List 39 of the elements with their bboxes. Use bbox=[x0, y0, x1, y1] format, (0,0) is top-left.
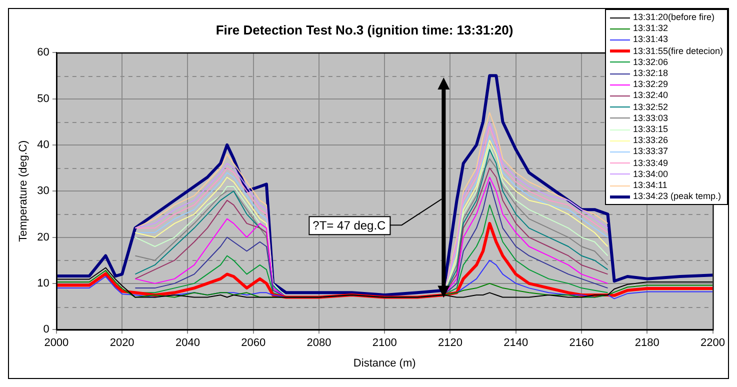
x-tick-label: 2140 bbox=[504, 337, 528, 350]
x-tick-label: 2160 bbox=[569, 337, 594, 350]
y-tick-label: 0 bbox=[43, 324, 50, 336]
y-tick-label: 30 bbox=[37, 185, 50, 198]
x-tick-label: 2200 bbox=[700, 337, 726, 350]
x-tick-label: 2020 bbox=[110, 337, 134, 350]
x-tick-label: 2000 bbox=[44, 337, 69, 350]
legend-label: 13:32:06 bbox=[632, 56, 668, 68]
legend-label: 13:34:23 (peak temp.) bbox=[632, 191, 721, 202]
y-tick-label: 60 bbox=[37, 46, 50, 59]
x-tick-label: 2080 bbox=[306, 337, 332, 350]
legend-label: 13:33:15 bbox=[632, 124, 668, 136]
legend-label: 13:32:29 bbox=[632, 79, 668, 90]
x-tick-label: 2100 bbox=[372, 337, 397, 350]
legend-label: 13:32:18 bbox=[632, 68, 668, 80]
legend-label: 13:32:52 bbox=[632, 102, 668, 113]
chart-title: Fire Detection Test No.3 (ignition time: 13:31:20) bbox=[216, 22, 514, 38]
legend-label: 13:31:43 bbox=[632, 34, 668, 46]
x-tick-label: 2040 bbox=[175, 337, 200, 350]
legend-label: 13:31:55(fire detecion) bbox=[632, 46, 723, 57]
y-tick-label: 10 bbox=[37, 277, 50, 290]
legend-label: 13:33:49 bbox=[632, 158, 668, 169]
x-tick-label: 2120 bbox=[438, 337, 462, 350]
legend-label: 13:34:11 bbox=[632, 180, 668, 192]
legend-label: 13:31:32 bbox=[632, 23, 668, 34]
legend-label: 13:34:00 bbox=[632, 168, 668, 180]
legend-label: 13:32:40 bbox=[632, 90, 668, 102]
y-axis-title: Temperature (deg.C) bbox=[18, 140, 30, 242]
legend-label: 13:33:26 bbox=[632, 135, 668, 146]
legend-label: 13:33:37 bbox=[632, 146, 668, 158]
x-tick-label: 2180 bbox=[634, 337, 660, 350]
legend-label: 13:33:03 bbox=[632, 112, 668, 124]
x-axis-title: Distance (m) bbox=[353, 357, 416, 370]
y-tick-label: 50 bbox=[37, 92, 50, 105]
y-tick-label: 40 bbox=[37, 138, 50, 151]
y-tick-label: 20 bbox=[37, 231, 50, 244]
x-tick-label: 2060 bbox=[241, 337, 266, 350]
legend-label: 13:31:20(before fire) bbox=[632, 12, 714, 24]
annotation: ?T= 47 deg.C bbox=[312, 218, 386, 232]
